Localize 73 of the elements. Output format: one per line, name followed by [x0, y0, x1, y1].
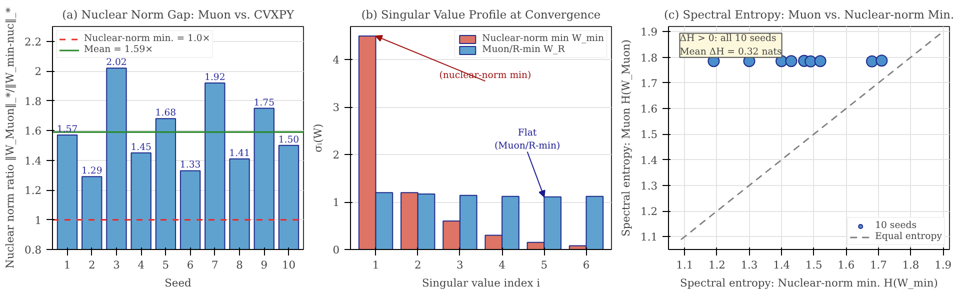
y-tick-label: 1: [34, 214, 42, 227]
y-tick-label: 1.5: [640, 128, 658, 142]
x-tick-label: 3: [456, 258, 464, 272]
x-tick-label: 2: [88, 258, 96, 272]
data-label: 1.41: [229, 148, 250, 159]
x-axis-title: Seed: [164, 276, 192, 290]
x-tick-label: 1.4: [773, 258, 790, 272]
x-tick-label: 4: [498, 258, 506, 272]
y-tick-label: 4: [332, 54, 340, 67]
x-axis-title: Spectral entropy: Nuclear-norm min. H(W_min): [680, 276, 938, 290]
legend-label: Nuclear-norm min. = 1.0×: [84, 33, 210, 44]
x-tick-label: 6: [582, 258, 590, 272]
y-tick-label: 0.8: [24, 244, 42, 256]
legend-label: 10 seeds: [875, 220, 917, 231]
y-tick-label: 1.9: [640, 26, 658, 39]
data-label: 1.29: [81, 166, 102, 177]
y-tick-label: 1.7: [640, 76, 658, 90]
data-label: 1.75: [254, 97, 275, 108]
y-tick-label: 2.2: [24, 35, 42, 48]
y-axis-title: Nuclear norm ratio ‖W_Muon‖_*/‖W_min-nuc‖_*: [4, 6, 17, 269]
x-tick-label: 10: [282, 258, 296, 272]
data-label: 1.50: [278, 134, 300, 146]
y-tick-label: 1: [332, 196, 340, 210]
y-axis-title: σᵢ(W): [312, 124, 325, 152]
y-tick-label: 0: [332, 244, 340, 256]
y-tick-label: 1.1: [640, 230, 658, 244]
x-tick-label: 2: [414, 258, 422, 272]
y-tick-label: 1.4: [640, 154, 658, 167]
x-tick-label: 5: [540, 258, 548, 272]
x-tick-label: 1.1: [676, 258, 694, 272]
y-tick-label: 1.4: [24, 154, 42, 168]
data-label: 1.68: [155, 108, 176, 119]
x-tick-label: 1.5: [805, 258, 822, 272]
legend-label: Nuclear-norm min W_min: [482, 33, 604, 44]
y-tick-label: 1.8: [24, 94, 42, 108]
y-tick-label: 1.2: [24, 184, 42, 198]
data-label: 2.02: [106, 57, 127, 68]
legend-label: Muon/R-min W_R: [482, 44, 565, 55]
x-tick-label: 9: [260, 258, 268, 272]
x-tick-label: 5: [162, 258, 170, 272]
y-tick-label: 1.3: [640, 179, 658, 192]
chart-title: (b) Singular Value Profile at Convergence: [361, 8, 601, 22]
x-tick-label: 1.2: [708, 258, 726, 272]
y-tick-label: 1.6: [640, 102, 658, 116]
chart-title: (c) Spectral Entropy: Muon vs. Nuclear-norm Min.: [664, 8, 954, 22]
x-tick-label: 1.9: [934, 258, 952, 272]
x-tick-label: 1.6: [838, 258, 855, 272]
x-tick-label: 1: [64, 258, 71, 272]
data-label: 1.45: [130, 142, 152, 153]
x-tick-label: 7: [212, 258, 219, 272]
y-tick-label: 1.8: [640, 51, 658, 64]
annotation: Flat (Muon/R-min): [494, 128, 560, 152]
x-tick-label: 1.8: [902, 258, 920, 272]
y-tick-label: 2: [332, 148, 340, 162]
x-axis-title: Singular value index i: [422, 276, 541, 290]
x-tick-label: 8: [236, 258, 244, 272]
legend-label: Mean = 1.59×: [84, 44, 153, 55]
x-tick-label: 1.7: [870, 258, 888, 272]
x-tick-label: 1: [372, 258, 380, 272]
y-tick-label: 3: [332, 101, 340, 114]
y-tick-label: 1.6: [24, 124, 42, 138]
legend-label: Equal entropy: [875, 231, 942, 242]
annotation: ΔH > 0: all 10 seeds Mean ΔH = 0.32 nats: [680, 33, 782, 58]
x-tick-label: 4: [138, 258, 145, 272]
x-tick-label: 1.3: [740, 258, 758, 272]
data-label: 1.33: [180, 160, 201, 171]
data-label: 1.92: [204, 72, 226, 83]
x-tick-label: 6: [186, 258, 194, 272]
y-tick-label: 2: [34, 65, 42, 78]
x-tick-label: 3: [113, 258, 120, 272]
y-axis-title: Spectral entropy: Muon H(W_Muon): [620, 39, 633, 237]
chart-title: (a) Nuclear Norm Gap: Muon vs. CVXPY: [62, 8, 294, 22]
y-tick-label: 1.2: [640, 205, 658, 218]
